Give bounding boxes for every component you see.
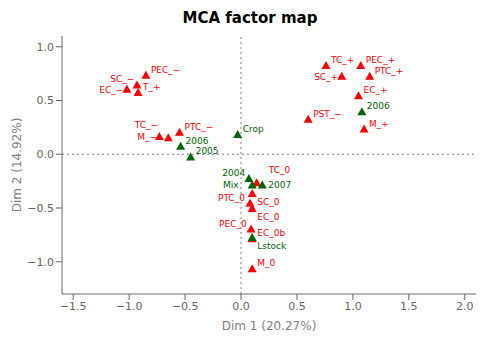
svg-text:PTC_+: PTC_+ — [375, 66, 404, 76]
svg-text:2007: 2007 — [268, 180, 291, 190]
html-text:MCA factor map: MCA factor map — [182, 9, 318, 27]
svg-text:PTC_0: PTC_0 — [218, 193, 245, 203]
svg-text:−1.5: −1.5 — [60, 300, 87, 313]
svg-text:M_+: M_+ — [369, 119, 389, 129]
svg-text:0.5: 0.5 — [37, 94, 55, 107]
svg-text:Dim 2 (14.92%): Dim 2 (14.92%) — [10, 118, 24, 213]
svg-text:TC_+: TC_+ — [330, 55, 354, 65]
svg-text:−1.0: −1.0 — [116, 300, 143, 313]
svg-text:EC_0: EC_0 — [257, 212, 279, 222]
svg-text:EC_+: EC_+ — [364, 85, 388, 95]
svg-text:2006: 2006 — [367, 101, 390, 111]
svg-text:1.5: 1.5 — [400, 300, 418, 313]
svg-text:2005: 2005 — [196, 146, 219, 156]
svg-text:−1.0: −1.0 — [27, 256, 54, 269]
svg-text:0.0: 0.0 — [232, 300, 250, 313]
svg-text:1.0: 1.0 — [344, 300, 362, 313]
svg-text:2004: 2004 — [222, 168, 245, 178]
svg-text:TC_0: TC_0 — [268, 165, 291, 175]
svg-text:T_+: T_+ — [142, 82, 161, 92]
svg-text:PST_−: PST_− — [313, 109, 342, 119]
svg-text:PEC_−: PEC_− — [151, 65, 180, 75]
svg-text:1.0: 1.0 — [37, 41, 55, 54]
svg-text:EC_0b: EC_0b — [257, 228, 285, 238]
svg-text:Crop: Crop — [243, 124, 264, 134]
svg-text:Mix: Mix — [223, 180, 239, 190]
svg-text:−0.5: −0.5 — [172, 300, 199, 313]
svg-text:SC_−: SC_− — [110, 74, 134, 84]
svg-text:0.0: 0.0 — [37, 148, 55, 161]
svg-text:PTC_−: PTC_− — [184, 122, 213, 132]
svg-text:−0.5: −0.5 — [27, 202, 54, 215]
svg-text:PEC_0: PEC_0 — [219, 219, 247, 229]
svg-text:EC_−: EC_− — [99, 85, 123, 95]
svg-text:SC_+: SC_+ — [314, 72, 338, 82]
svg-text:M_−: M_− — [137, 132, 157, 142]
svg-text:PEC_+: PEC_+ — [366, 55, 395, 65]
svg-text:M_0: M_0 — [257, 258, 275, 268]
svg-text:SC_0: SC_0 — [257, 197, 279, 207]
svg-text:2.0: 2.0 — [456, 300, 474, 313]
svg-text:0.5: 0.5 — [288, 300, 306, 313]
svg-text:Lstock: Lstock — [257, 241, 287, 251]
svg-text:Dim 1 (20.27%): Dim 1 (20.27%) — [222, 319, 317, 333]
svg-text:TC_−: TC_− — [134, 120, 158, 130]
svg-text:2006: 2006 — [186, 136, 209, 146]
